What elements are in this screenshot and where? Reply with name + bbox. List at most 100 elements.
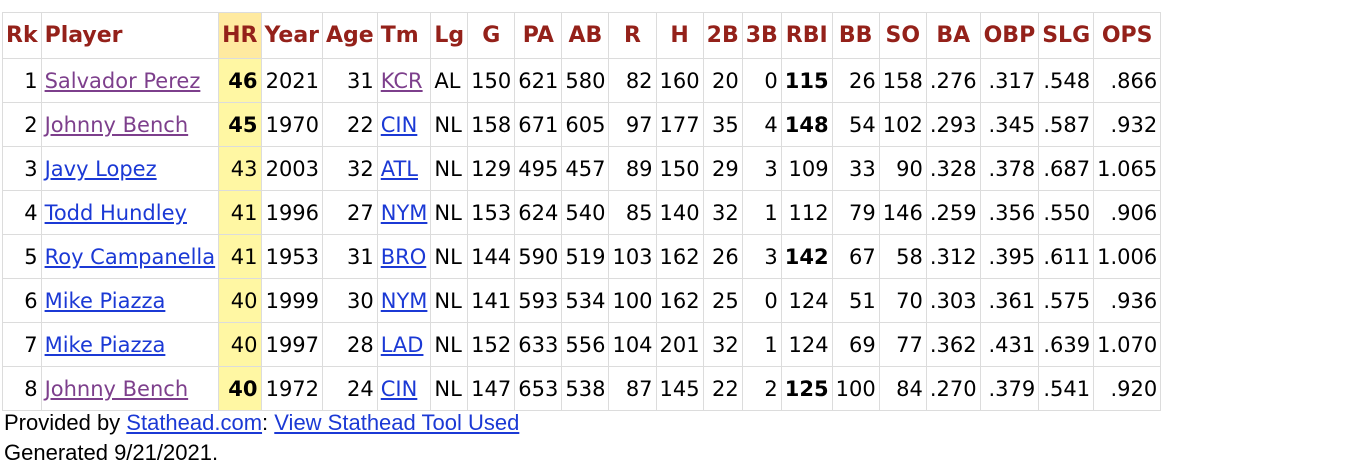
team-link[interactable]: BRO [380, 244, 427, 269]
column-header-r[interactable]: R [608, 12, 657, 59]
column-header-ba[interactable]: BA [925, 12, 981, 59]
cell-rbi: 115 [780, 58, 833, 103]
column-header-3b[interactable]: 3B [741, 12, 782, 59]
column-header-pa[interactable]: PA [514, 12, 563, 59]
cell-tm: LAD [376, 322, 432, 367]
cell-ba: .276 [925, 58, 981, 103]
cell-rk: 4 [2, 190, 42, 235]
player-link[interactable]: Mike Piazza [44, 288, 166, 313]
cell-so: 158 [878, 58, 927, 103]
cell-pa: 671 [514, 102, 563, 147]
cell-age: 27 [322, 190, 378, 235]
column-header-lg[interactable]: Lg [430, 12, 469, 59]
column-header-bb[interactable]: BB [831, 12, 880, 59]
cell-r: 82 [608, 58, 657, 103]
column-header-tm[interactable]: Tm [376, 12, 432, 59]
column-header-so[interactable]: SO [878, 12, 927, 59]
player-link[interactable]: Salvador Perez [44, 68, 201, 93]
cell-h: 162 [655, 234, 704, 279]
cell-2b: 32 [702, 190, 743, 235]
table-body: 1 Salvador Perez 46 2021 31 KCR AL 150 621 580 82 1… [2, 58, 1162, 411]
cell-obp: .378 [979, 146, 1040, 191]
cell-lg: NL [430, 366, 469, 411]
cell-rk: 6 [2, 278, 42, 323]
cell-rk: 1 [2, 58, 42, 103]
cell-rk: 7 [2, 322, 42, 367]
cell-ab: 556 [561, 322, 610, 367]
cell-3b: 4 [741, 102, 782, 147]
cell-year: 1970 [260, 102, 324, 147]
cell-rk: 3 [2, 146, 42, 191]
cell-slg: .639 [1038, 322, 1095, 367]
team-link[interactable]: KCR [380, 68, 423, 93]
cell-2b: 32 [702, 322, 743, 367]
stathead-link[interactable]: Stathead.com [126, 410, 263, 435]
view-tool-link[interactable]: View Stathead Tool Used [274, 410, 520, 435]
player-link[interactable]: Todd Hundley [44, 200, 187, 225]
column-header-ops[interactable]: OPS [1093, 12, 1162, 59]
cell-2b: 20 [702, 58, 743, 103]
team-link[interactable]: NYM [380, 288, 428, 313]
cell-ab: 538 [561, 366, 610, 411]
table-row: 4 Todd Hundley 41 1996 27 NYM NL 153 624 540 85 140… [2, 190, 1162, 235]
column-header-age[interactable]: Age [322, 12, 378, 59]
team-link[interactable]: ATL [380, 156, 418, 181]
column-header-2b[interactable]: 2B [702, 12, 743, 59]
cell-ba: .303 [925, 278, 981, 323]
player-link[interactable]: Johnny Bench [44, 112, 189, 137]
cell-slg: .687 [1038, 146, 1095, 191]
cell-player: Mike Piazza [40, 322, 220, 367]
cell-h: 162 [655, 278, 704, 323]
cell-2b: 26 [702, 234, 743, 279]
cell-ops: .920 [1093, 366, 1162, 411]
table-row: 2 Johnny Bench 45 1970 22 CIN NL 158 671 605 97 177… [2, 102, 1162, 147]
cell-r: 85 [608, 190, 657, 235]
cell-age: 32 [322, 146, 378, 191]
team-link[interactable]: LAD [380, 332, 424, 357]
player-link[interactable]: Roy Campanella [44, 244, 216, 269]
cell-age: 22 [322, 102, 378, 147]
cell-r: 87 [608, 366, 657, 411]
cell-player: Salvador Perez [40, 58, 220, 103]
provided-by-line: Provided by Stathead.com: View Stathead … [4, 410, 519, 436]
cell-slg: .550 [1038, 190, 1095, 235]
column-header-slg[interactable]: SLG [1038, 12, 1095, 59]
column-header-ab[interactable]: AB [561, 12, 610, 59]
cell-ab: 457 [561, 146, 610, 191]
column-header-obp[interactable]: OBP [979, 12, 1040, 59]
cell-year: 1953 [260, 234, 324, 279]
column-header-hr[interactable]: HR [218, 12, 262, 59]
player-link[interactable]: Johnny Bench [44, 376, 189, 401]
cell-bb: 33 [831, 146, 880, 191]
player-link[interactable]: Javy Lopez [44, 156, 157, 181]
team-link[interactable]: CIN [380, 376, 418, 401]
cell-lg: NL [430, 146, 469, 191]
stats-table: Rk Player HR Year Age Tm Lg G PA AB R H 2B 3B RBI BB SO B… [2, 12, 1162, 411]
cell-g: 158 [467, 102, 516, 147]
cell-player: Johnny Bench [40, 366, 220, 411]
team-link[interactable]: CIN [380, 112, 418, 137]
column-header-g[interactable]: G [467, 12, 516, 59]
cell-obp: .361 [979, 278, 1040, 323]
column-header-player[interactable]: Player [40, 12, 220, 59]
cell-pa: 593 [514, 278, 563, 323]
column-header-rk[interactable]: Rk [2, 12, 42, 59]
cell-year: 2003 [260, 146, 324, 191]
cell-2b: 29 [702, 146, 743, 191]
cell-player: Javy Lopez [40, 146, 220, 191]
cell-ab: 519 [561, 234, 610, 279]
cell-ab: 540 [561, 190, 610, 235]
player-link[interactable]: Mike Piazza [44, 332, 166, 357]
column-header-rbi[interactable]: RBI [780, 12, 833, 59]
cell-ba: .362 [925, 322, 981, 367]
team-link[interactable]: NYM [380, 200, 428, 225]
cell-player: Johnny Bench [40, 102, 220, 147]
cell-age: 24 [322, 366, 378, 411]
cell-g: 141 [467, 278, 516, 323]
cell-ops: .866 [1093, 58, 1162, 103]
cell-ops: 1.006 [1093, 234, 1162, 279]
column-header-year[interactable]: Year [260, 12, 324, 59]
column-header-h[interactable]: H [655, 12, 704, 59]
cell-ba: .328 [925, 146, 981, 191]
generated-date: Generated 9/21/2021. [4, 440, 219, 465]
